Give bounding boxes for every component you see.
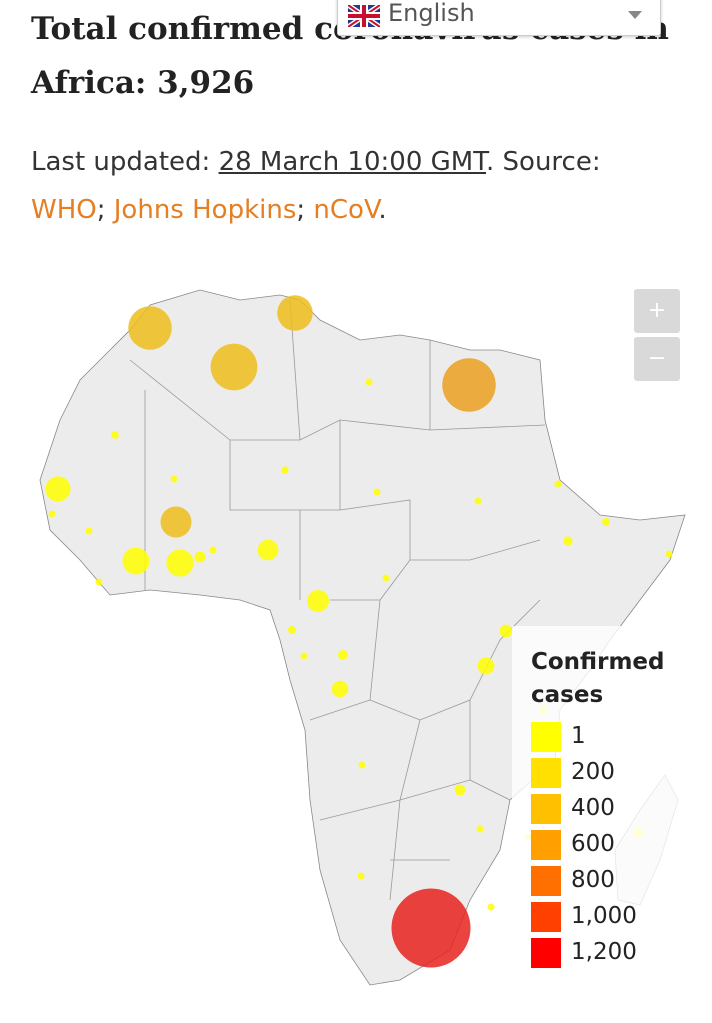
source-link[interactable]: Johns Hopkins	[113, 195, 297, 225]
case-bubble[interactable]	[160, 506, 192, 538]
case-bubble[interactable]	[357, 872, 365, 880]
zoom-in[interactable]: +	[634, 289, 680, 333]
case-bubble[interactable]	[166, 549, 194, 577]
borders	[129, 299, 546, 901]
case-bubble[interactable]	[331, 680, 349, 698]
case-bubble[interactable]	[277, 295, 313, 331]
language-select[interactable]: English	[337, 0, 661, 36]
case-bubble[interactable]	[45, 476, 71, 502]
legend-swatch	[531, 722, 561, 752]
case-bubble[interactable]	[48, 510, 56, 518]
source-link[interactable]: WHO	[31, 195, 97, 225]
case-bubble[interactable]	[300, 652, 308, 660]
language-label: English	[388, 0, 475, 27]
updated-suffix: . Source:	[486, 147, 601, 177]
case-bubble[interactable]	[170, 475, 178, 483]
case-bubble[interactable]	[454, 784, 466, 796]
case-bubble[interactable]	[665, 550, 673, 558]
legend-label: 400	[571, 795, 615, 821]
case-bubble[interactable]	[602, 518, 610, 526]
source-link[interactable]: nCoV	[313, 195, 379, 225]
case-bubble[interactable]	[499, 624, 513, 638]
legend-swatch	[531, 794, 561, 824]
case-bubble[interactable]	[563, 536, 573, 546]
case-bubble[interactable]	[128, 306, 172, 350]
case-bubble[interactable]	[111, 431, 119, 439]
legend-label: 600	[571, 831, 615, 857]
zoom-out[interactable]: −	[634, 337, 680, 381]
case-bubble[interactable]	[306, 589, 330, 613]
case-bubble[interactable]	[337, 649, 349, 661]
case-bubble[interactable]	[554, 480, 562, 488]
legend: Confirmed cases 1 200 400 600 800 1,000 1,200	[512, 626, 700, 986]
case-bubble[interactable]	[281, 466, 289, 474]
case-bubble[interactable]	[288, 626, 296, 634]
case-bubble[interactable]	[477, 657, 495, 675]
separator: ;	[296, 195, 306, 225]
legend-swatch	[531, 938, 561, 968]
legend-label: 1,200	[571, 939, 637, 965]
case-bubble[interactable]	[358, 761, 366, 769]
legend-swatch	[531, 866, 561, 896]
case-bubble[interactable]	[194, 551, 206, 563]
case-bubble[interactable]	[365, 378, 373, 386]
case-bubble[interactable]	[257, 539, 279, 561]
case-bubble[interactable]	[391, 888, 471, 968]
updated-prefix: Last updated:	[31, 147, 211, 177]
legend-swatch	[531, 758, 561, 788]
case-bubble[interactable]	[442, 358, 496, 412]
legend-swatch	[531, 902, 561, 932]
case-bubble[interactable]	[487, 903, 495, 911]
case-bubble[interactable]	[476, 825, 484, 833]
legend-label: 200	[571, 759, 615, 785]
separator: ;	[96, 195, 106, 225]
case-bubble[interactable]	[95, 578, 103, 586]
case-bubble[interactable]	[373, 488, 381, 496]
case-bubble[interactable]	[85, 527, 93, 535]
legend-label: 1	[571, 723, 586, 749]
case-bubble[interactable]	[209, 546, 217, 554]
legend-title: Confirmed cases	[531, 649, 665, 708]
end-mark: .	[378, 195, 387, 225]
flag-icon	[348, 5, 380, 27]
case-bubble[interactable]	[210, 343, 258, 391]
legend-swatch	[531, 830, 561, 860]
legend-label: 800	[571, 867, 615, 893]
case-bubble[interactable]	[122, 547, 150, 575]
case-bubble[interactable]	[474, 497, 482, 505]
updated-date[interactable]: 28 March 10:00 GMT	[218, 147, 487, 177]
case-bubble[interactable]	[382, 574, 390, 582]
dropdown-arrow	[628, 11, 642, 19]
legend-label: 1,000	[571, 903, 637, 929]
update-line: Last updated: 28 March 10:00 GMT. Source…	[31, 138, 691, 234]
